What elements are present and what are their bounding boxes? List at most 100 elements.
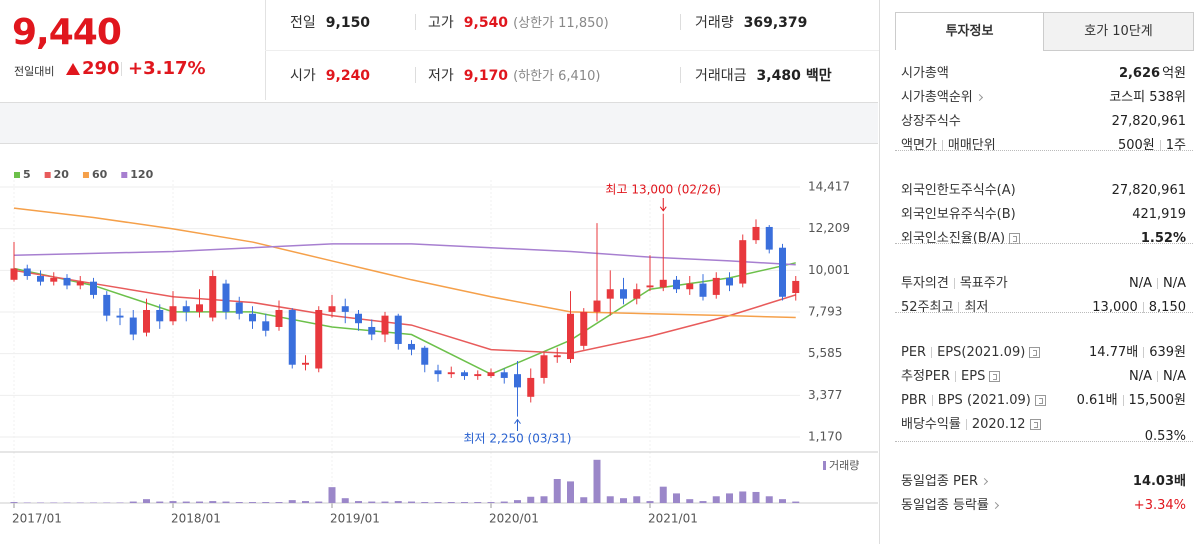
- volume-bar: [633, 496, 641, 503]
- separator: [931, 395, 933, 406]
- volume-bar: [275, 502, 283, 503]
- more-arrow[interactable]: [991, 501, 999, 510]
- info-label: 투자의견 목표주가: [901, 274, 1101, 294]
- more-arrow[interactable]: [981, 477, 989, 486]
- divider: [680, 67, 681, 83]
- candle-body: [699, 283, 707, 297]
- candle-body: [368, 326, 376, 335]
- candle-body: [63, 277, 71, 286]
- volume-bar: [540, 496, 548, 503]
- label-text: 상장주식수: [901, 114, 961, 129]
- volume-bar: [686, 499, 694, 503]
- value-text: 0.61배: [1076, 393, 1118, 408]
- value-text: 8,150: [1148, 300, 1186, 315]
- candle-body: [474, 374, 482, 377]
- volume-bar: [474, 502, 482, 503]
- quote-note: (하한가 6,410): [513, 69, 601, 84]
- high-annotation: 최고 13,000 (02/26): [605, 183, 721, 197]
- label-text: 외국인소진율(B/A): [901, 231, 1006, 246]
- candle-body: [779, 247, 786, 297]
- quote-label: 고가: [428, 15, 454, 31]
- volume-bar: [765, 496, 773, 503]
- info-row: 외국인보유주식수(B) 421,919: [901, 205, 1186, 225]
- candle-body: [500, 372, 508, 378]
- value-text: 15,500원: [1128, 393, 1186, 408]
- quote-item: 거래량 369,379: [695, 12, 807, 32]
- volume-bar: [129, 501, 137, 503]
- tab[interactable]: 호가 10단계: [1043, 12, 1194, 51]
- volume-bar: [567, 481, 574, 503]
- value-text: N/A: [1129, 276, 1152, 291]
- quote-item: 전일 9,150: [290, 12, 370, 32]
- legend-label: 5: [23, 168, 31, 181]
- volume-bar: [487, 502, 495, 503]
- more-arrow[interactable]: [975, 93, 983, 102]
- tab[interactable]: 투자정보: [895, 12, 1044, 50]
- info-value: 14.03배: [1133, 472, 1186, 492]
- divider: [415, 14, 416, 30]
- volume-bar: [593, 459, 601, 503]
- label-text: PBR: [901, 393, 927, 408]
- info-row: 외국인소진율(B/A) 1.52%: [901, 229, 1186, 249]
- candle-body: [514, 374, 521, 388]
- candle-body: [580, 311, 588, 346]
- candle-body: [686, 283, 694, 290]
- candle-body: [341, 306, 349, 312]
- help-icon[interactable]: [1029, 419, 1041, 430]
- group-divider: [895, 243, 1193, 244]
- info-row: 배당수익률 2020.12 0.53%: [901, 415, 1186, 444]
- quote-item: 저가 9,170 (하한가 6,410): [428, 65, 600, 85]
- low-annotation: 최저 2,250 (03/31): [463, 432, 571, 446]
- separator: [1142, 302, 1144, 313]
- info-label: PER EPS(2021.09): [901, 343, 1101, 363]
- volume-bar: [699, 501, 707, 503]
- candle-body: [381, 315, 389, 335]
- value-text: 1주: [1165, 138, 1186, 153]
- y-tick-label: 5,585: [808, 346, 842, 360]
- candle-body: [408, 343, 415, 350]
- info-value: 코스피 538위: [1109, 88, 1186, 108]
- candle-body: [421, 347, 429, 365]
- separator: [958, 302, 960, 313]
- label-text: 매매단위: [947, 138, 996, 153]
- candle-body: [461, 372, 468, 377]
- info-label: 52주최고 최저: [901, 298, 1101, 318]
- group-divider: [895, 312, 1193, 313]
- candle-body: [606, 289, 614, 299]
- info-value: 27,820,961: [1112, 181, 1186, 201]
- volume-bar: [659, 486, 667, 503]
- label-text: PER: [901, 345, 927, 360]
- help-icon[interactable]: [1034, 395, 1046, 406]
- y-tick-label: 14,417: [808, 180, 850, 194]
- value-text: 500원: [1117, 138, 1155, 153]
- value-text: 421,919: [1132, 207, 1186, 222]
- info-row: 상장주식수 27,820,961: [901, 112, 1186, 132]
- volume-bar: [752, 491, 760, 503]
- help-icon[interactable]: [989, 371, 1001, 382]
- quote-value: 9,170: [463, 68, 509, 84]
- volume-bar: [673, 493, 680, 503]
- quote-unit: 백만: [805, 68, 832, 84]
- y-tick-label: 10,001: [808, 263, 850, 277]
- candle-body: [487, 372, 495, 377]
- info-row: 동일업종 PER 14.03배: [901, 472, 1186, 492]
- moving-average-line: [13, 269, 796, 355]
- volume-bar: [10, 502, 18, 503]
- candle-body: [328, 306, 336, 312]
- value-text: 2,626: [1118, 66, 1161, 81]
- help-icon[interactable]: [1029, 347, 1041, 358]
- moving-average-line: [13, 207, 796, 319]
- candle-body: [143, 309, 150, 333]
- candle-body: [169, 306, 177, 322]
- quote-label: 시가: [290, 68, 316, 84]
- candle-body: [23, 268, 31, 277]
- info-label: 시가총액순위: [901, 88, 1101, 108]
- volume-bar: [182, 501, 190, 503]
- candle-body: [10, 268, 18, 280]
- candle-body: [765, 226, 773, 250]
- quote-value: 9,540: [463, 15, 509, 31]
- volume-bar: [355, 501, 362, 503]
- candle-body: [553, 355, 561, 358]
- quote-item: 거래대금 3,480 백만: [695, 65, 832, 85]
